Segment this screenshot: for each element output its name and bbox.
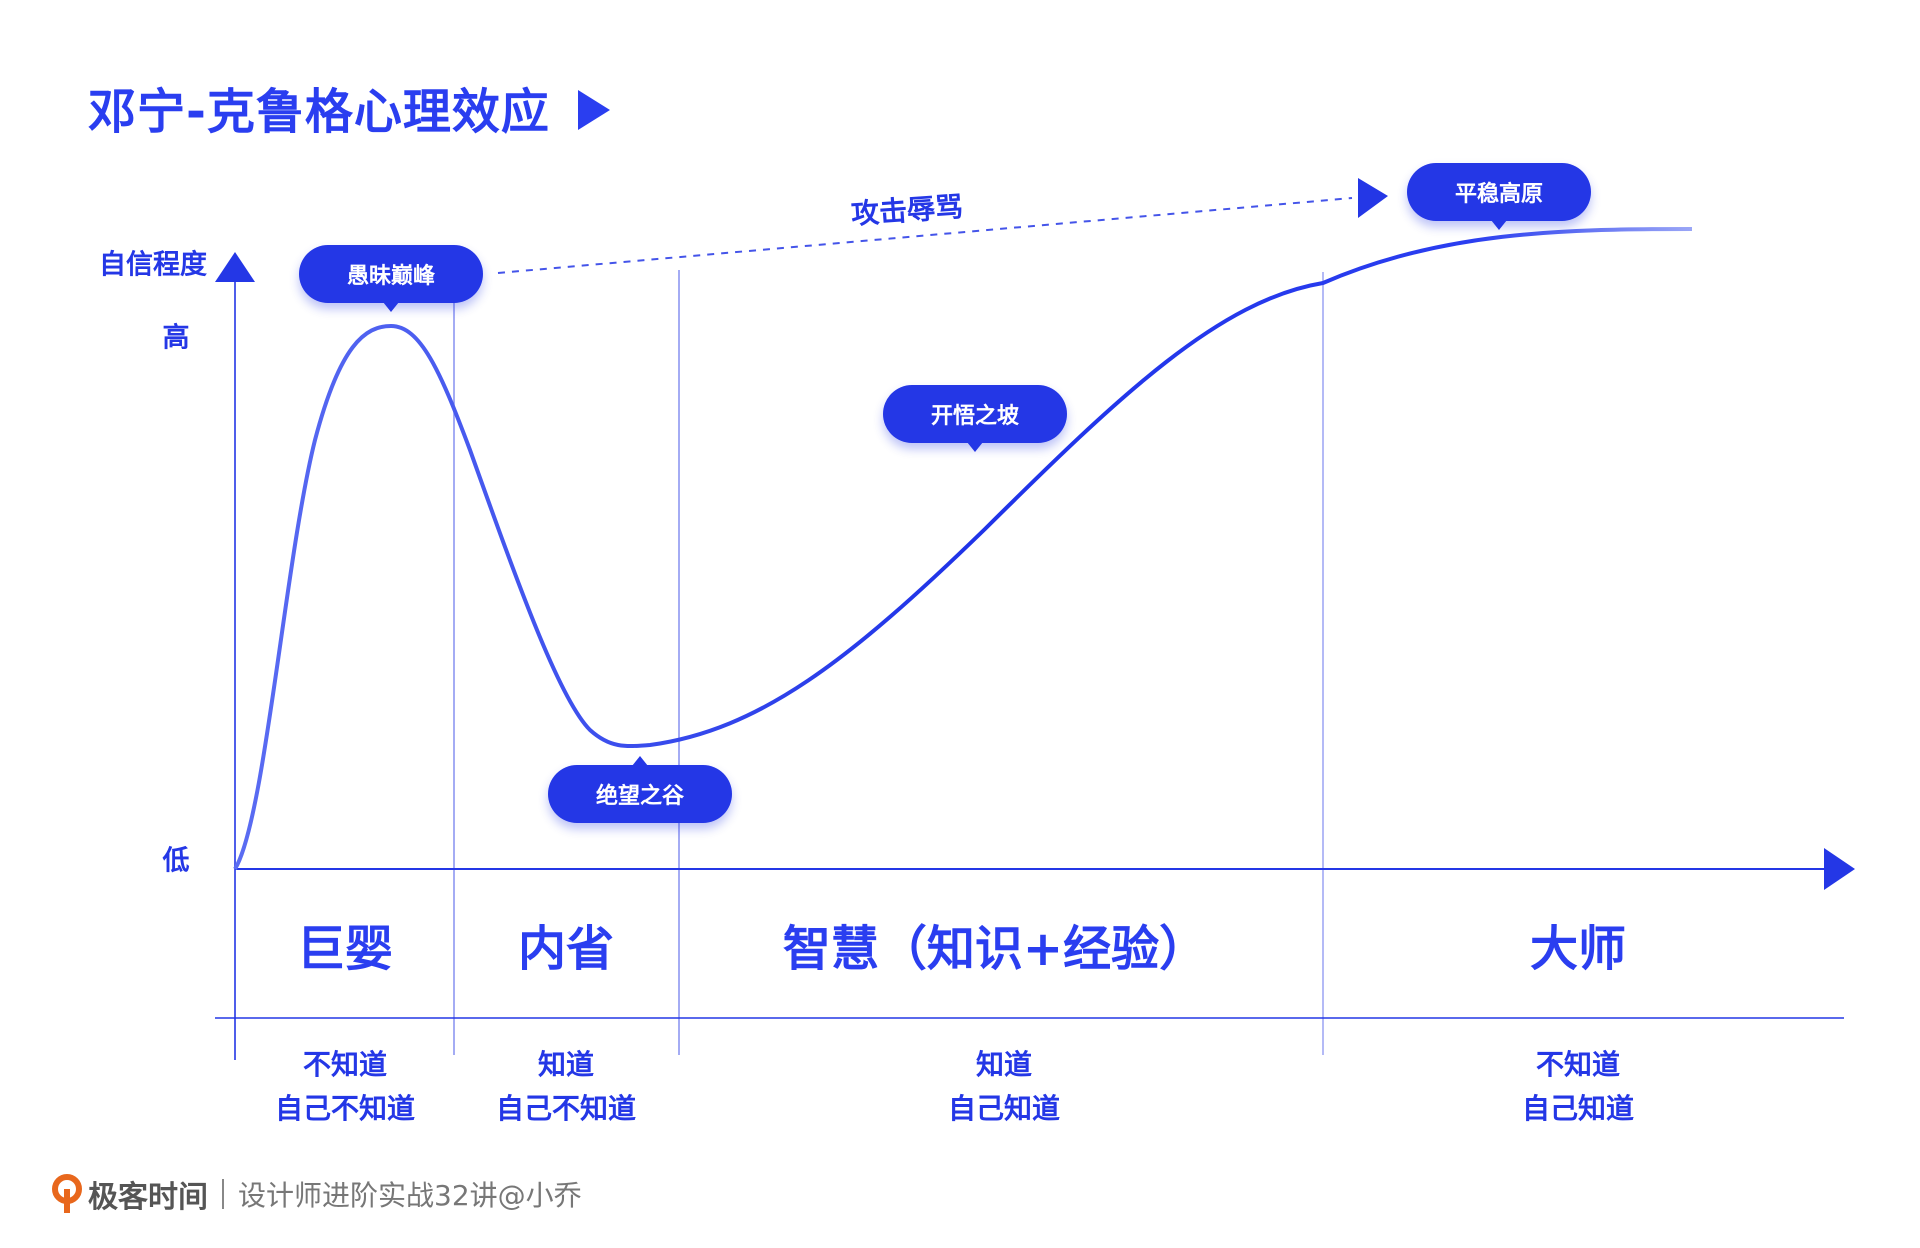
y-axis-high-label: 高 xyxy=(162,322,190,354)
course-name: 设计师进阶实战32讲@小乔 xyxy=(238,1179,582,1212)
phase-desc-line: 不知道 xyxy=(1535,1048,1621,1081)
x-axis-arrow-icon xyxy=(1824,848,1855,890)
phase-description: 知道 自己知道 xyxy=(948,1043,1060,1131)
attack-label: 攻击辱骂 xyxy=(850,190,965,231)
phase-description: 不知道 自己不知道 xyxy=(275,1043,415,1131)
valley-bubble: 绝望之谷 xyxy=(548,756,732,823)
footer: 极客时间 设计师进阶实战32讲@小乔 xyxy=(52,1173,582,1215)
phase-desc-line: 知道 xyxy=(975,1048,1033,1081)
y-axis-arrow-icon xyxy=(215,252,255,282)
phase-desc-line: 自己知道 xyxy=(1521,1092,1635,1125)
confidence-curve xyxy=(233,227,1693,871)
attack-dashed-line xyxy=(497,197,1353,274)
valley-label: 绝望之谷 xyxy=(595,784,684,809)
peak-bubble: 愚昧巅峰 xyxy=(299,245,483,312)
phase-desc-line: 不知道 xyxy=(302,1048,388,1081)
phase-desc-line: 自己不知道 xyxy=(495,1092,637,1125)
phase-name: 巨婴 xyxy=(296,921,394,977)
plateau-bubble: 平稳高原 xyxy=(1407,163,1591,230)
title-text: 邓宁-克鲁格心理效应 xyxy=(88,84,550,140)
phase-description: 知道 自己不知道 xyxy=(496,1043,636,1131)
play-triangle-icon xyxy=(577,90,610,130)
plateau-label: 平稳高原 xyxy=(1454,182,1543,207)
brand-name: 极客时间 xyxy=(88,1180,208,1215)
slope-bubble: 开悟之坡 xyxy=(883,385,1067,452)
slope-label: 开悟之坡 xyxy=(930,404,1019,429)
footer-divider xyxy=(222,1179,224,1209)
peak-label: 愚昧巅峰 xyxy=(346,264,435,289)
phase-name: 智慧（知识+经验） xyxy=(782,921,1208,977)
page-title: 邓宁-克鲁格心理效应 xyxy=(88,72,612,142)
phase-desc-line: 自己知道 xyxy=(947,1092,1061,1125)
y-axis-label: 自信程度 xyxy=(99,249,207,281)
attack-arrow-icon xyxy=(1358,178,1388,218)
geektime-logo-icon xyxy=(52,1174,82,1213)
phase-desc-line: 知道 xyxy=(537,1048,595,1081)
phase-name: 大师 xyxy=(1529,921,1627,977)
phase-desc-line: 自己不知道 xyxy=(274,1092,416,1125)
phase-name: 内省 xyxy=(517,921,615,977)
y-axis-low-label: 低 xyxy=(162,845,190,877)
phase-description: 不知道 自己知道 xyxy=(1522,1043,1634,1131)
